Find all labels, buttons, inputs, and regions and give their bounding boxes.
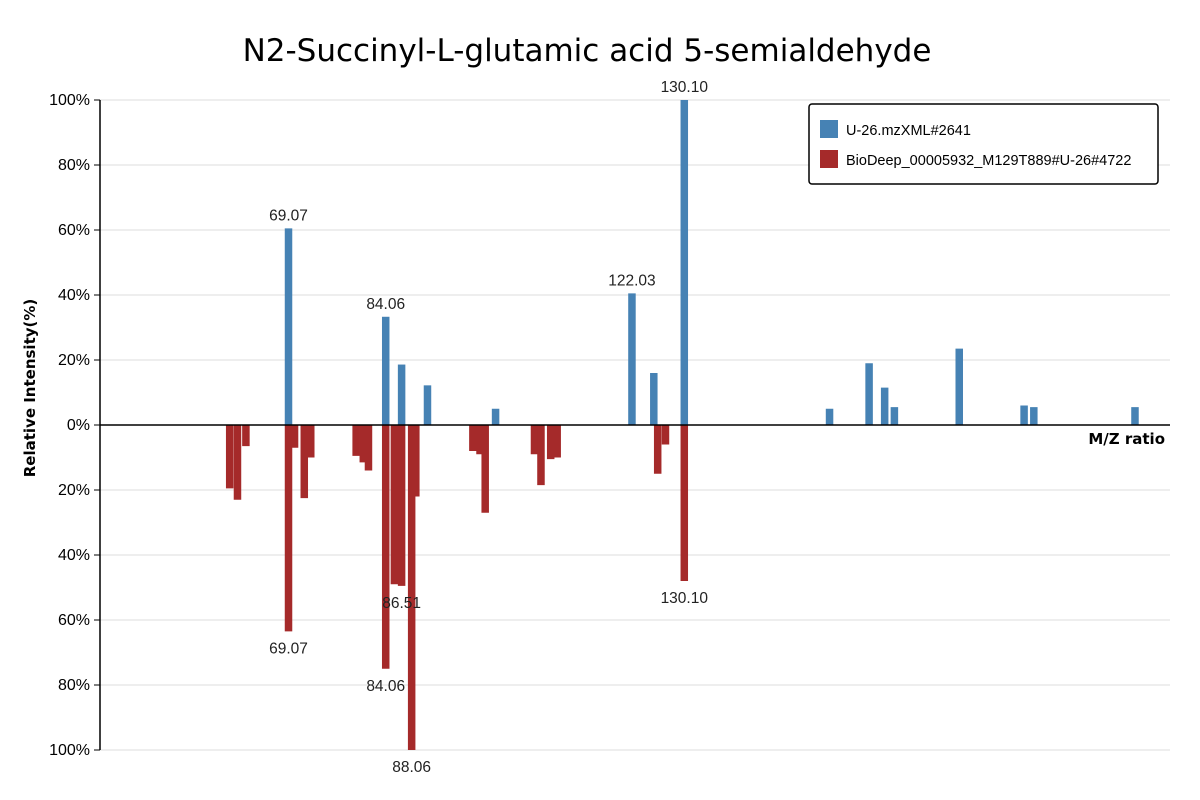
reference-peak-label: 84.06 xyxy=(366,678,405,695)
legend-label-reference: BioDeep_00005932_M129T889#U-26#4722 xyxy=(846,153,1131,169)
sample-peak-bar xyxy=(491,408,500,425)
reference-peak-bar xyxy=(537,425,545,486)
y-tick-label: 80% xyxy=(58,677,90,694)
reference-peak-bar xyxy=(481,425,489,513)
legend-swatch-reference xyxy=(820,150,838,168)
x-axis-label: M/Z ratio xyxy=(1088,430,1165,448)
reference-peak-bar xyxy=(242,425,250,447)
reference-peak-bar xyxy=(530,425,539,455)
reference-peak-label: 130.10 xyxy=(661,590,709,607)
sample-peak-bar xyxy=(284,228,293,425)
sample-peak-bar xyxy=(1131,407,1139,425)
reference-peak-bar xyxy=(364,425,373,471)
sample-peak-bar xyxy=(865,363,873,425)
y-tick-label: 20% xyxy=(58,482,90,499)
sample-peak-bar xyxy=(381,316,390,425)
axes xyxy=(99,100,1170,750)
legend-box xyxy=(808,103,1159,185)
reference-peak-bar xyxy=(476,425,484,455)
reference-peak-bar xyxy=(284,425,293,632)
sample-peak-bar xyxy=(955,348,963,425)
y-tick-label: 20% xyxy=(58,352,90,369)
sample-peak-bar xyxy=(890,407,899,425)
reference-peak-bar xyxy=(307,425,315,458)
reference-peak-bar xyxy=(233,425,242,500)
sample-peak-label: 122.03 xyxy=(608,272,655,289)
chart-title: N2-Succinyl-L-glutamic acid 5-semialdehy… xyxy=(243,33,932,69)
sample-peak-label: 130.10 xyxy=(661,79,709,96)
sample-peak-bar xyxy=(650,373,658,425)
reference-peak-bar xyxy=(553,425,561,458)
reference-peak-bar xyxy=(352,425,360,456)
reference-peak-bar xyxy=(397,425,406,586)
legend-swatch-sample xyxy=(820,120,838,138)
sample-peak-bar xyxy=(680,100,689,425)
sample-peak-bar xyxy=(397,364,406,425)
sample-peak-bar xyxy=(880,387,889,425)
reference-peak-bar xyxy=(653,425,662,474)
reference-peak-bar xyxy=(412,425,420,497)
reference-peak-label: 88.06 xyxy=(392,759,431,776)
sample-peak-bar xyxy=(423,385,432,425)
peak-labels: 69.07 84.06 122.03 130.10 69.07 84.06 86.51 88.… xyxy=(269,79,708,776)
y-tick-label: 40% xyxy=(58,287,90,304)
legend-label-sample: U-26.mzXML#2641 xyxy=(846,123,971,139)
bars xyxy=(225,100,1139,750)
reference-peak-bar xyxy=(546,425,555,460)
sample-peak-label: 84.06 xyxy=(366,296,405,313)
y-tick-label: 60% xyxy=(58,222,90,239)
reference-peak-label: 69.07 xyxy=(269,640,308,657)
reference-peak-bar xyxy=(390,425,399,585)
sample-peak-bar xyxy=(1020,405,1028,425)
reference-peak-bar xyxy=(290,425,299,448)
y-ticks: 100% 80% 60% 40% 20% 0% 20% 40% 60% 80% 100% xyxy=(49,92,100,759)
reference-peak-bar xyxy=(359,425,368,463)
sample-peak-label: 69.07 xyxy=(269,207,308,224)
y-tick-label: 80% xyxy=(58,157,90,174)
reference-peak-bar xyxy=(661,425,670,445)
y-tick-label: 100% xyxy=(49,92,90,109)
y-axis-label: Relative Intensity(%) xyxy=(21,299,39,478)
reference-peak-bar xyxy=(300,425,309,499)
y-tick-label: 60% xyxy=(58,612,90,629)
reference-peak-label: 86.51 xyxy=(382,595,421,612)
reference-peak-bar xyxy=(381,425,390,669)
y-tick-label: 100% xyxy=(49,742,90,759)
sample-peak-bar xyxy=(1030,407,1038,425)
reference-peak-bar xyxy=(407,425,416,750)
sample-peak-bar xyxy=(825,408,834,425)
y-tick-label: 0% xyxy=(67,417,90,434)
sample-peak-bar xyxy=(628,293,636,425)
reference-peak-bar xyxy=(225,425,234,489)
legend: U-26.mzXML#2641 BioDeep_00005932_M129T88… xyxy=(808,103,1159,185)
y-tick-label: 40% xyxy=(58,547,90,564)
reference-peak-bar xyxy=(680,425,689,581)
reference-peak-bar xyxy=(469,425,477,451)
